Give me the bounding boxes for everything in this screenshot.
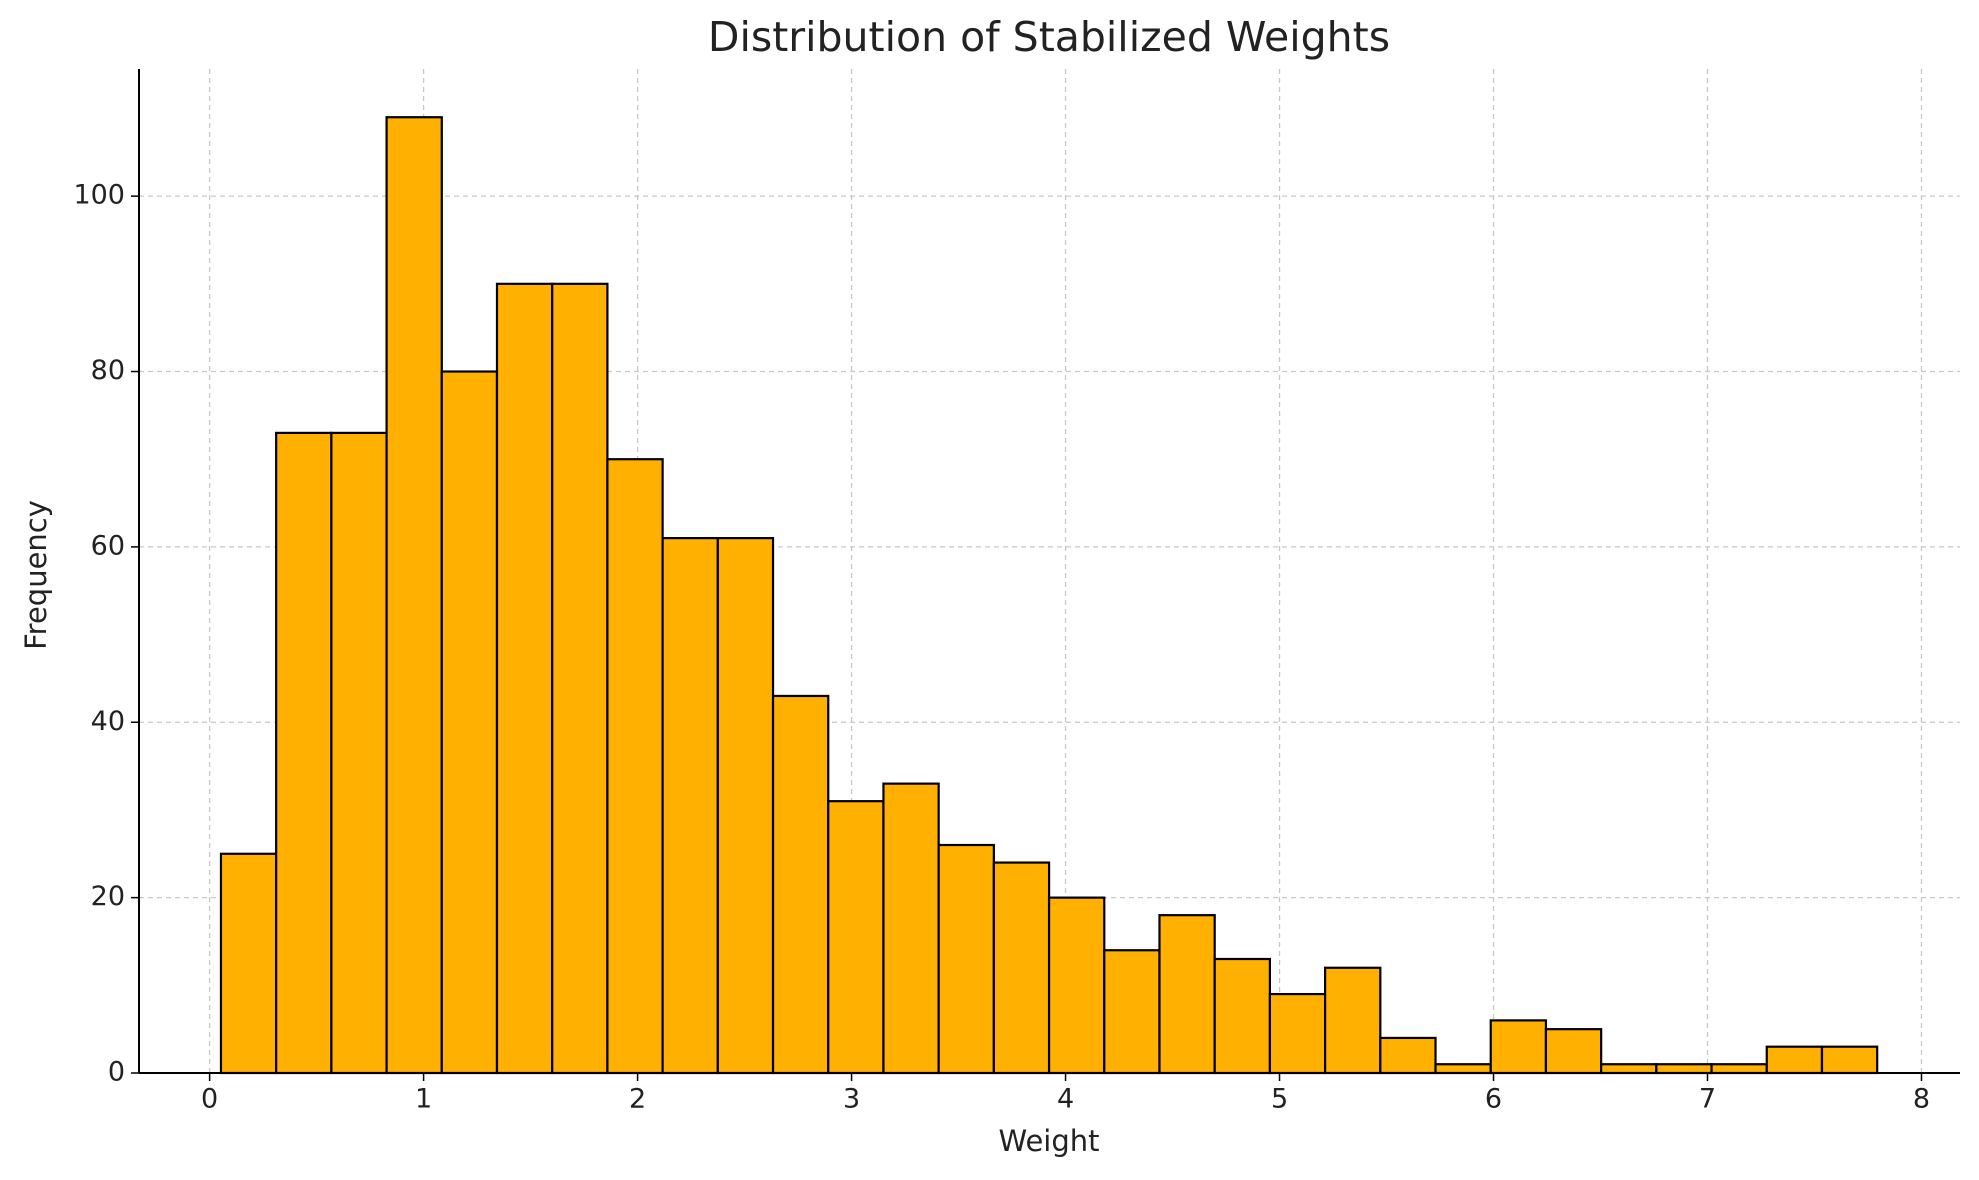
bar bbox=[1655, 1063, 1713, 1075]
bar bbox=[1268, 992, 1327, 1075]
bar bbox=[1103, 949, 1161, 1075]
x-axis-label: Weight bbox=[998, 1124, 1099, 1158]
bar bbox=[219, 852, 278, 1075]
y-tick-label: 20 bbox=[91, 881, 125, 912]
bar bbox=[495, 282, 554, 1075]
x-tick-label: 7 bbox=[1699, 1084, 1716, 1115]
bar bbox=[1820, 1045, 1879, 1075]
bar bbox=[937, 843, 995, 1075]
bar bbox=[1324, 966, 1382, 1075]
x-tick-label: 2 bbox=[629, 1084, 646, 1115]
bar bbox=[1047, 896, 1106, 1075]
bar bbox=[771, 694, 830, 1075]
y-tick-label: 0 bbox=[108, 1057, 125, 1088]
bar bbox=[716, 537, 775, 1075]
y-tick-label: 40 bbox=[91, 706, 125, 737]
bar bbox=[1544, 1028, 1603, 1075]
x-tick-label: 1 bbox=[415, 1084, 432, 1115]
x-tick-label: 4 bbox=[1057, 1084, 1074, 1115]
bar bbox=[661, 537, 719, 1075]
chart-title: Distribution of Stabilized Weights bbox=[708, 13, 1390, 61]
bar bbox=[606, 458, 664, 1075]
bar bbox=[1600, 1063, 1658, 1075]
bar bbox=[1489, 1019, 1548, 1075]
x-tick-label: 6 bbox=[1485, 1084, 1502, 1115]
y-tick-label: 80 bbox=[91, 355, 125, 386]
x-tick-label: 5 bbox=[1271, 1084, 1288, 1115]
bar bbox=[1765, 1045, 1824, 1075]
bar bbox=[1379, 1036, 1437, 1075]
bar bbox=[992, 861, 1051, 1075]
bar bbox=[1710, 1063, 1768, 1075]
x-tick-label: 0 bbox=[201, 1084, 218, 1115]
y-tick-label: 100 bbox=[73, 180, 125, 211]
bar bbox=[385, 116, 443, 1075]
x-tick-label: 8 bbox=[1913, 1084, 1930, 1115]
bar bbox=[551, 282, 609, 1075]
bar bbox=[1158, 914, 1216, 1075]
bar bbox=[882, 782, 940, 1075]
y-tick-label: 60 bbox=[91, 530, 125, 561]
y-axis-label: Frequency bbox=[19, 500, 53, 650]
x-tick-label: 3 bbox=[843, 1084, 860, 1115]
bar bbox=[440, 370, 499, 1075]
bar bbox=[1213, 957, 1272, 1075]
bar bbox=[275, 431, 333, 1075]
bar bbox=[827, 800, 885, 1075]
bar bbox=[1434, 1063, 1492, 1075]
bar bbox=[330, 431, 388, 1075]
